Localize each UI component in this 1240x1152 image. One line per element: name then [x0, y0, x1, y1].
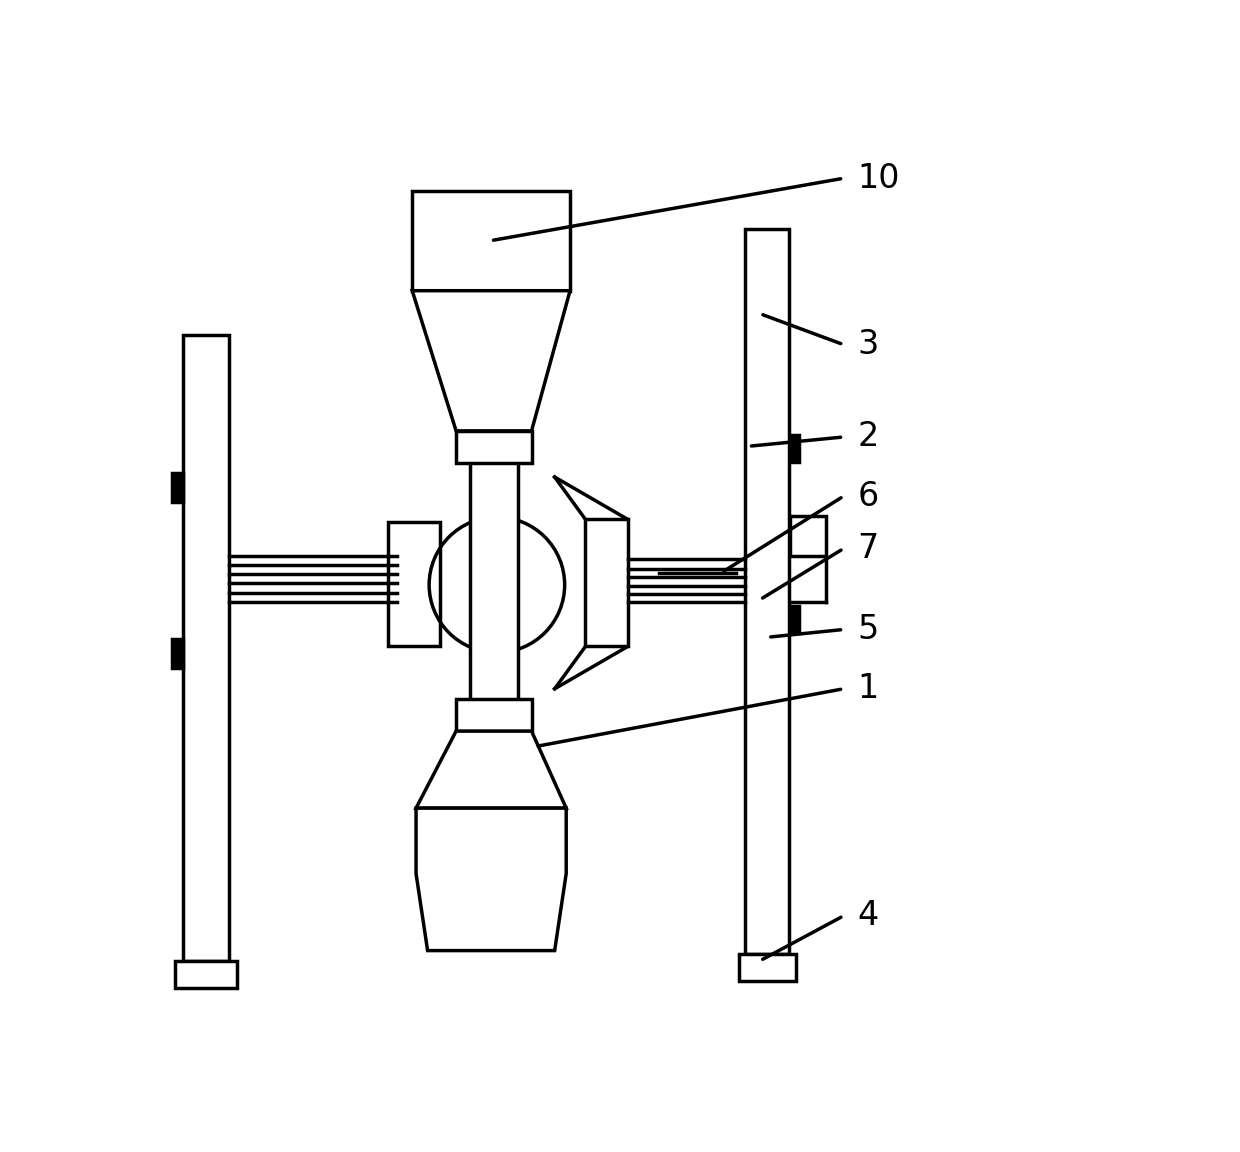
Bar: [585, 520, 627, 646]
Bar: [172, 473, 182, 502]
Text: 4: 4: [857, 900, 878, 932]
Bar: [456, 431, 532, 463]
Text: 5: 5: [857, 613, 878, 646]
Bar: [175, 961, 237, 987]
Text: 2: 2: [857, 420, 879, 454]
Text: 6: 6: [857, 479, 878, 513]
Polygon shape: [412, 290, 570, 431]
Text: 7: 7: [857, 532, 878, 566]
Bar: [790, 606, 799, 634]
Text: 10: 10: [857, 161, 900, 195]
Text: 3: 3: [857, 328, 878, 361]
Bar: [182, 334, 229, 961]
Bar: [790, 434, 799, 462]
Polygon shape: [417, 809, 567, 950]
Bar: [172, 638, 182, 668]
Bar: [745, 229, 790, 955]
Bar: [739, 955, 796, 982]
Polygon shape: [417, 732, 567, 809]
Text: 1: 1: [857, 673, 878, 705]
Bar: [412, 190, 570, 290]
Bar: [456, 699, 532, 732]
Bar: [470, 431, 517, 732]
Bar: [790, 516, 826, 555]
Bar: [388, 522, 440, 646]
